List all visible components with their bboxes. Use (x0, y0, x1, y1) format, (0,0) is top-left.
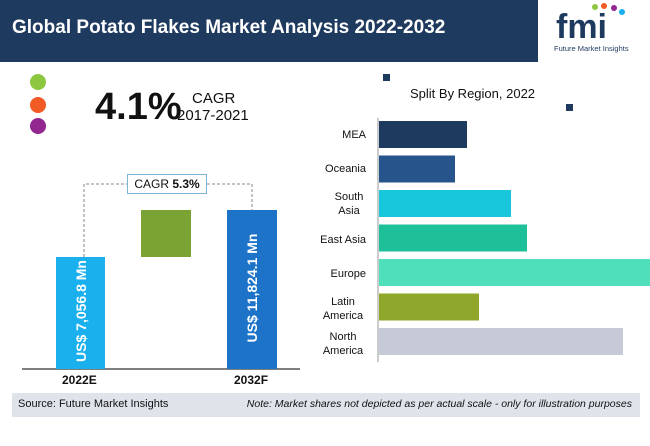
region-label-north-america: North America (322, 331, 364, 357)
year-2032-label: 2032F (234, 373, 269, 387)
page-title: Global Potato Flakes Market Analysis 202… (12, 17, 446, 38)
bridge-value: 5.3% (172, 177, 200, 191)
region-label-europe: Europe (330, 268, 366, 280)
cagr-value: 4.1% (95, 86, 182, 128)
green-dot-icon (30, 74, 46, 90)
note-text: Note: Market shares not depicted as per … (246, 398, 632, 410)
orange-dot-icon (30, 97, 46, 113)
decor-square-icon (383, 74, 390, 81)
region-label-east-asia: East Asia (320, 234, 366, 246)
cagr-period: 2017-2021 (177, 107, 249, 124)
source-text: Source: Future Market Insights (18, 398, 169, 410)
region-label-latin-america: Latin America (322, 296, 364, 322)
region-bar-south-asia (379, 190, 511, 217)
region-label-oceania: Oceania (325, 163, 366, 175)
region-bar-east-asia (379, 224, 527, 252)
region-label-south-asia: South Asia (334, 191, 364, 217)
footer: Source: Future Market Insights Note: Mar… (12, 393, 640, 417)
bar-2022 (56, 257, 105, 369)
bar-2032 (227, 210, 277, 369)
logo-mark: fmi (556, 8, 607, 46)
region-label-mea: MEA (342, 129, 366, 141)
region-bar-latin-america (379, 293, 479, 321)
region-bar-mea (379, 121, 467, 148)
bridge-label: CAGR (134, 177, 169, 191)
purple-dot-icon (30, 118, 46, 134)
region-bar-oceania (379, 155, 455, 183)
cagr-bridge-box: CAGR 5.3% (127, 174, 207, 194)
year-2022-label: 2022E (62, 373, 97, 387)
logo: fmi Future Market Insights (538, 0, 650, 62)
cagr-label: CAGR (192, 90, 236, 107)
decor-square-icon (566, 104, 573, 111)
chart-title: Split By Region, 2022 (410, 86, 536, 101)
region-bar-north-america (379, 328, 623, 355)
fmi-logo-icon: fmi (556, 3, 625, 46)
region-bar-europe (379, 259, 650, 286)
logo-subtext: Future Market Insights (554, 44, 629, 53)
bridge-bar (141, 210, 191, 257)
